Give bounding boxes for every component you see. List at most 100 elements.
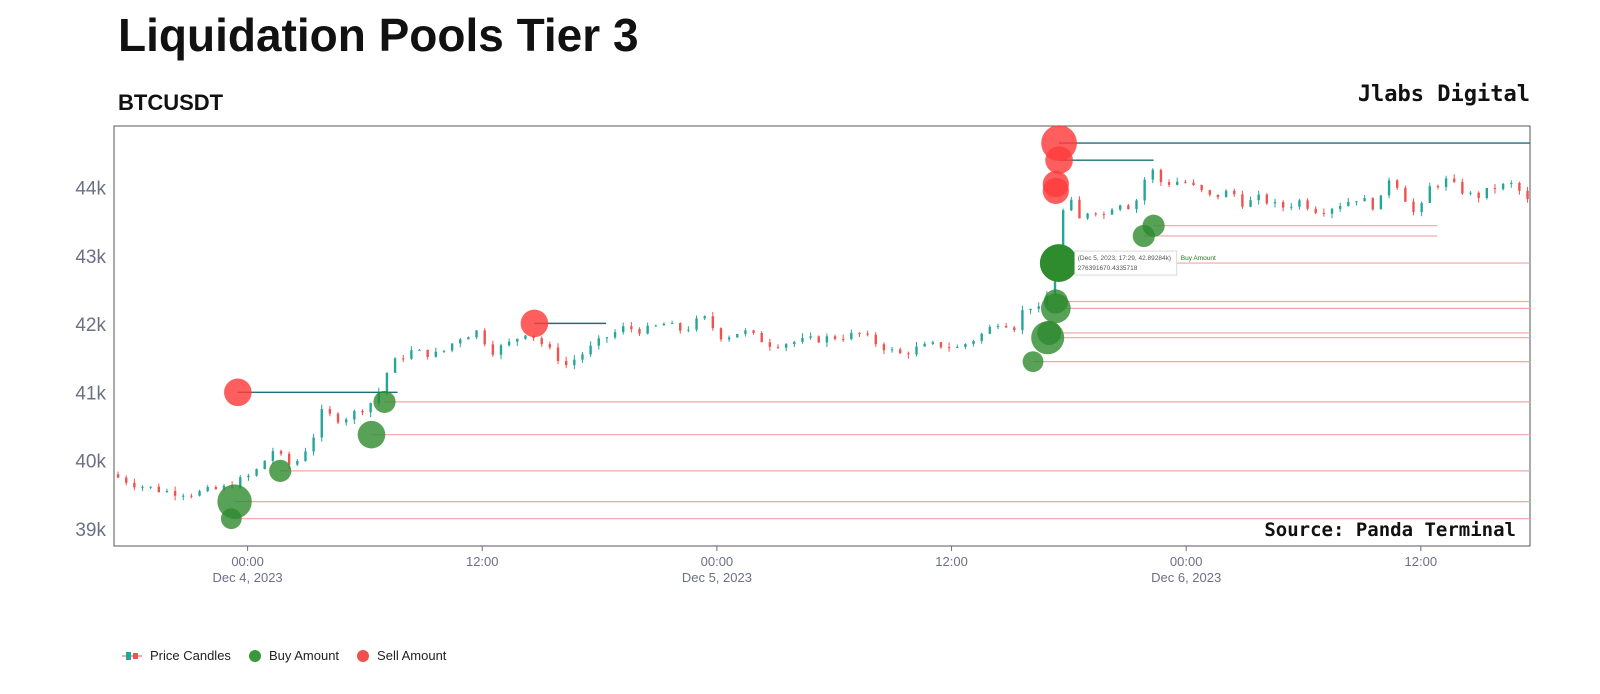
x-tick-label: 00:00 (701, 554, 734, 569)
candle-up (1379, 195, 1383, 210)
hover-tooltip: (Dec 5, 2023, 17:29, 42.89284k) 276391670… (1074, 250, 1216, 276)
candle-up (263, 460, 266, 470)
candle-up (1501, 183, 1505, 189)
candle-up (1290, 206, 1293, 208)
candle-up (516, 338, 519, 342)
candle-up (1469, 192, 1472, 194)
tooltip-value: 276391670.4335718 (1078, 265, 1138, 272)
candle-up (589, 345, 592, 355)
candle-up (695, 318, 698, 330)
buy-amount-marker[interactable] (1039, 244, 1078, 282)
legend-label-price-candles: Price Candles (150, 648, 231, 663)
candle-down (328, 408, 332, 414)
sell-amount-marker[interactable] (1041, 125, 1077, 161)
candle-down (817, 336, 820, 343)
x-tick-date-label: Dec 6, 2023 (1151, 570, 1221, 585)
sell-amount-marker[interactable] (224, 378, 252, 407)
candle-up (1347, 201, 1350, 207)
candle-up (418, 349, 421, 351)
candle-down (1493, 188, 1497, 190)
candle-up (434, 351, 438, 357)
candle-up (809, 336, 812, 338)
buy-amount-marker[interactable] (1043, 289, 1068, 314)
candle-up (1224, 190, 1228, 198)
candle-up (597, 338, 600, 346)
legend-item-buy-amount[interactable]: Buy Amount (248, 648, 339, 663)
candle-down (1371, 198, 1374, 210)
candle-down (768, 342, 772, 347)
candle-down (1159, 169, 1163, 183)
candle-up (198, 491, 201, 496)
legend-item-sell-amount[interactable]: Sell Amount (357, 648, 446, 663)
candle-down (125, 477, 128, 483)
candle-up (1135, 200, 1138, 210)
candle-up (467, 337, 470, 340)
y-tick-label: 42k (75, 315, 106, 336)
candle-down (279, 451, 283, 454)
candle-down (1200, 184, 1203, 191)
candle-down (540, 338, 543, 345)
candle-up (239, 477, 242, 488)
legend-item-price-candles[interactable]: Price Candles (122, 648, 231, 663)
candle-down (1477, 192, 1480, 199)
candle-down (1208, 190, 1212, 195)
candle-up (1485, 188, 1489, 199)
candle-up (980, 333, 983, 341)
candle-up (524, 335, 527, 339)
sell-amount-marker[interactable] (520, 309, 549, 338)
candle-down (556, 347, 560, 362)
sell-amount-marker[interactable] (1042, 170, 1069, 198)
candle-up (646, 325, 649, 334)
y-tick-label: 39k (75, 520, 106, 541)
candle-up (1428, 186, 1431, 203)
candle-up (662, 323, 666, 326)
candle-up (1029, 308, 1032, 311)
y-tick-label: 40k (75, 452, 106, 473)
candle-up (915, 346, 918, 355)
candle-down (841, 338, 845, 340)
candle-up (687, 329, 690, 331)
candle-down (1518, 182, 1521, 191)
candle-up (312, 437, 315, 452)
candle-up (931, 342, 935, 344)
candle-down (752, 330, 755, 333)
candle-up (850, 332, 853, 339)
candle-up (801, 337, 804, 342)
buy-amount-marker[interactable] (357, 420, 386, 449)
candle-up (605, 337, 609, 339)
candle-up (393, 358, 397, 373)
candle-down (1395, 180, 1399, 188)
candle-down (426, 349, 429, 357)
candle-down (157, 486, 161, 493)
candle-down (947, 347, 951, 349)
candle-down (1265, 194, 1269, 204)
candle-up (247, 475, 250, 478)
candle-down (776, 346, 780, 348)
candle-up (784, 344, 788, 348)
candle-up (1330, 208, 1334, 214)
candle-down (1216, 194, 1220, 198)
buy-amount-marker[interactable] (1037, 320, 1062, 346)
candle-down (1281, 202, 1285, 208)
candle-up (923, 343, 926, 347)
candle-down (899, 349, 902, 354)
candle-down (1102, 214, 1106, 216)
y-tick-label: 43k (75, 247, 106, 268)
candle-up (1273, 202, 1277, 204)
buy-amount-marker[interactable] (269, 459, 292, 482)
candle-up (670, 323, 674, 325)
candle-up (988, 326, 992, 334)
candle-down (866, 333, 869, 335)
buy-amount-marker[interactable] (1022, 351, 1044, 373)
candle-up (1118, 205, 1122, 210)
candle-up (1070, 199, 1073, 211)
buy-amount-marker[interactable] (1142, 214, 1165, 237)
tooltip-coordinates: (Dec 5, 2023, 17:29, 42.89284k) (1078, 255, 1171, 262)
candle-down (1192, 182, 1195, 185)
buy-amount-marker[interactable] (217, 484, 252, 519)
buy-amount-marker[interactable] (373, 390, 396, 413)
candle-up (271, 451, 275, 461)
candle-up (149, 486, 152, 488)
candle-down (874, 334, 877, 345)
